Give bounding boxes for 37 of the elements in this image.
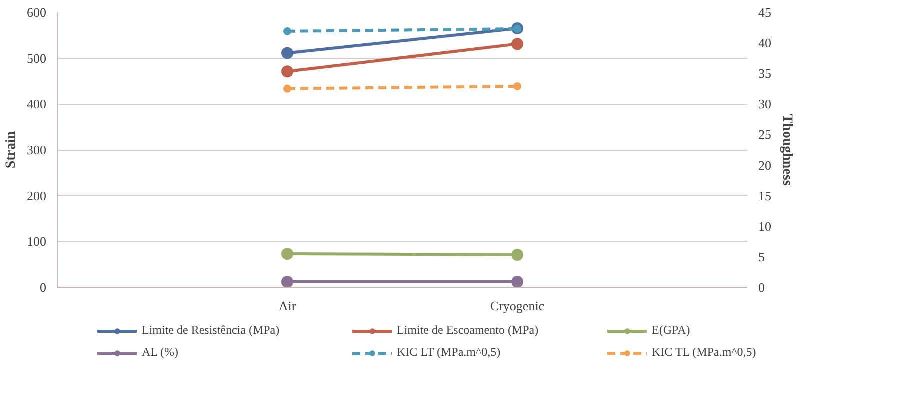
y2-axis-title: Thoughness [780, 114, 794, 186]
y-tick-label: 300 [27, 142, 46, 158]
legend-label: AL (%) [142, 345, 180, 360]
point [514, 82, 522, 90]
point [284, 84, 292, 93]
point [284, 27, 292, 36]
legend-label: E(GPA) [652, 323, 692, 338]
legend-label: Limite de Escoamento (MPa) [397, 323, 540, 338]
y-tick-label: 200 [27, 188, 46, 204]
point [282, 47, 294, 60]
y-axis-title: Strain [4, 131, 19, 169]
y2-tick-label: 30 [758, 96, 772, 112]
y2-tick-label: 20 [758, 158, 772, 173]
point [512, 248, 524, 261]
point [282, 66, 294, 78]
y-tick-label: 500 [27, 50, 46, 66]
y2-tick-label: 45 [758, 5, 772, 20]
x-tick-label: Cryogenic [490, 298, 545, 314]
y2-tick-label: 35 [758, 66, 772, 82]
legend-label: Limite de Resistência (MPa) [142, 323, 281, 338]
legend-label: KIC TL (MPa.m^0,5) [652, 345, 758, 360]
x-tick-label: Air [278, 298, 297, 314]
y2-tick-label: 25 [758, 127, 772, 142]
y-tick-label: 600 [27, 5, 46, 20]
y2-tick-label: 5 [758, 249, 765, 264]
point [512, 276, 524, 288]
y2-tick-label: 10 [758, 218, 772, 234]
point [282, 276, 294, 288]
y-tick-label: 0 [40, 280, 46, 295]
y-tick-label: 400 [27, 96, 46, 112]
point [512, 38, 524, 50]
y2-tick-label: 40 [758, 36, 772, 51]
y2-tick-label: 15 [758, 188, 772, 204]
legend-label: KIC LT (MPa.m^0,5) [397, 345, 502, 360]
y2-tick-label: 0 [758, 280, 765, 295]
point [282, 248, 294, 260]
y-tick-label: 100 [27, 234, 46, 250]
